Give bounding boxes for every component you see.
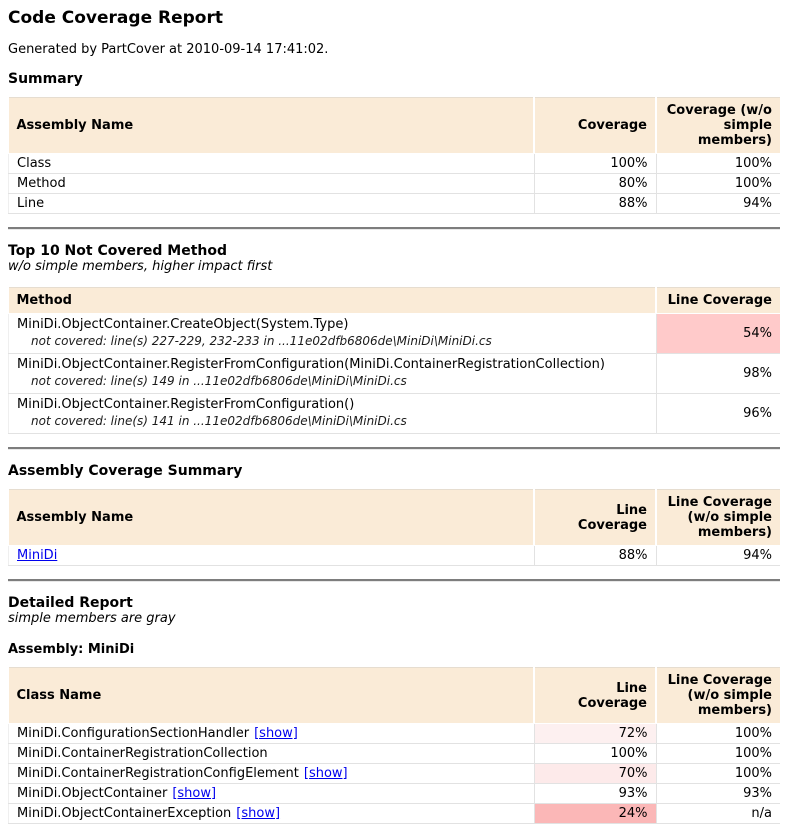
method-name: MiniDi.ObjectContainer.RegisterFromConfi… (17, 357, 605, 372)
detailed-header-row: Class Name Line Coverage Line Coverage (… (8, 667, 780, 724)
table-row: MiniDi.ObjectContainer.RegisterFromConfi… (8, 393, 780, 434)
not-covered-detail: not covered: line(s) 141 in ...11e02dfb6… (31, 414, 407, 428)
class-name: MiniDi.ContainerRegistrationCollection (17, 746, 268, 761)
metric-name: Method (8, 173, 534, 194)
assembly-summary-header-row: Assembly Name Line Coverage Line Coverag… (8, 489, 780, 546)
class-name-cell: MiniDi.ContainerRegistrationConfigElemen… (8, 763, 534, 784)
class-name-cell: MiniDi.ObjectContainerException [show] (8, 803, 534, 824)
class-name-cell: MiniDi.ConfigurationSectionHandler [show] (8, 723, 534, 744)
show-link[interactable]: [show] (303, 766, 348, 781)
top10-heading: Top 10 Not Covered Method (8, 243, 227, 259)
page-title: Code Coverage Report (8, 8, 223, 28)
line-coverage-value: 98% (655, 353, 780, 394)
class-name: MiniDi.ObjectContainerException (17, 806, 232, 821)
coverage-value: 88% (533, 193, 656, 214)
section-divider (8, 579, 780, 582)
section-divider (8, 227, 780, 230)
method-name: MiniDi.ObjectContainer.CreateObject(Syst… (17, 317, 349, 332)
summary-table: Assembly Name Coverage Coverage (w/o sim… (8, 97, 780, 214)
table-row: MiniDi.ContainerRegistrationConfigElemen… (8, 763, 780, 784)
table-row: Class 100% 100% (8, 153, 780, 174)
line-coverage-wo-value: n/a (655, 803, 780, 824)
detailed-report-heading: Detailed Report (8, 595, 133, 611)
line-coverage-value: 70% (533, 763, 656, 784)
line-coverage-value: 93% (533, 783, 656, 804)
col-method: Method (8, 287, 656, 314)
table-row: MiniDi.ObjectContainer.RegisterFromConfi… (8, 353, 780, 394)
class-name-cell: MiniDi.ContainerRegistrationCollection (8, 743, 534, 764)
top10-header-row: Method Line Coverage (8, 287, 780, 314)
col-line-coverage-wo: Line Coverage (w/o simple members) (655, 667, 780, 724)
not-covered-detail: not covered: line(s) 149 in ...11e02dfb6… (31, 374, 407, 388)
col-assembly-name: Assembly Name (8, 489, 534, 546)
line-coverage-wo-value: 93% (655, 783, 780, 804)
table-row: Method 80% 100% (8, 173, 780, 194)
coverage-wo-value: 100% (655, 173, 780, 194)
method-name: MiniDi.ObjectContainer.RegisterFromConfi… (17, 397, 355, 412)
line-coverage-value: 72% (533, 723, 656, 744)
summary-heading: Summary (8, 71, 83, 87)
method-cell: MiniDi.ObjectContainer.RegisterFromConfi… (8, 393, 656, 434)
class-name: MiniDi.ConfigurationSectionHandler (17, 726, 250, 741)
line-coverage-wo-value: 100% (655, 723, 780, 744)
assembly-label: Assembly: MiniDi (8, 642, 135, 657)
coverage-value: 100% (533, 153, 656, 174)
line-coverage-wo-value: 94% (655, 545, 780, 566)
assembly-summary-table: Assembly Name Line Coverage Line Coverag… (8, 489, 780, 566)
col-line-coverage: Line Coverage (533, 667, 656, 724)
coverage-wo-value: 100% (655, 153, 780, 174)
detailed-report-subheading: simple members are gray (8, 611, 176, 626)
class-name-cell: MiniDi.ObjectContainer [show] (8, 783, 534, 804)
table-row: MiniDi 88% 94% (8, 545, 780, 566)
table-row: MiniDi.ConfigurationSectionHandler [show]… (8, 723, 780, 744)
coverage-wo-value: 94% (655, 193, 780, 214)
col-coverage-wo: Coverage (w/o simple members) (655, 97, 780, 154)
col-coverage: Coverage (533, 97, 656, 154)
col-class-name: Class Name (8, 667, 534, 724)
line-coverage-value: 88% (533, 545, 656, 566)
generated-line: Generated by PartCover at 2010-09-14 17:… (8, 42, 329, 57)
col-line-coverage: Line Coverage (655, 287, 780, 314)
coverage-value: 80% (533, 173, 656, 194)
section-divider (8, 447, 780, 450)
show-link[interactable]: [show] (236, 806, 281, 821)
line-coverage-value: 24% (533, 803, 656, 824)
show-link[interactable]: [show] (254, 726, 298, 741)
line-coverage-wo-value: 100% (655, 763, 780, 784)
metric-name: Line (8, 193, 534, 214)
assembly-summary-heading: Assembly Coverage Summary (8, 463, 243, 479)
metric-name: Class (8, 153, 534, 174)
line-coverage-value: 100% (533, 743, 656, 764)
summary-header-row: Assembly Name Coverage Coverage (w/o sim… (8, 97, 780, 154)
table-row: MiniDi.ObjectContainer.CreateObject(Syst… (8, 313, 780, 354)
show-link[interactable]: [show] (172, 786, 217, 801)
col-assembly-name: Assembly Name (8, 97, 534, 154)
class-name: MiniDi.ObjectContainer (17, 786, 168, 801)
not-covered-detail: not covered: line(s) 227-229, 232-233 in… (31, 334, 492, 348)
table-row: MiniDi.ContainerRegistrationCollection 1… (8, 743, 780, 764)
detailed-table: Class Name Line Coverage Line Coverage (… (8, 667, 780, 824)
line-coverage-value: 54% (655, 313, 780, 354)
line-coverage-value: 96% (655, 393, 780, 434)
assembly-name-cell: MiniDi (8, 545, 534, 566)
method-cell: MiniDi.ObjectContainer.CreateObject(Syst… (8, 313, 656, 354)
assembly-link[interactable]: MiniDi (17, 548, 58, 563)
method-cell: MiniDi.ObjectContainer.RegisterFromConfi… (8, 353, 656, 394)
table-row: Line 88% 94% (8, 193, 780, 214)
col-line-coverage-wo: Line Coverage (w/o simple members) (655, 489, 780, 546)
table-row: MiniDi.ObjectContainerException [show] 24… (8, 803, 780, 824)
top10-subheading: w/o simple members, higher impact first (8, 259, 273, 274)
col-line-coverage: Line Coverage (533, 489, 656, 546)
line-coverage-wo-value: 100% (655, 743, 780, 764)
table-row: MiniDi.ObjectContainer [show] 93% 93% (8, 783, 780, 804)
class-name: MiniDi.ContainerRegistrationConfigElemen… (17, 766, 299, 781)
top10-table: Method Line Coverage MiniDi.ObjectContai… (8, 287, 780, 434)
